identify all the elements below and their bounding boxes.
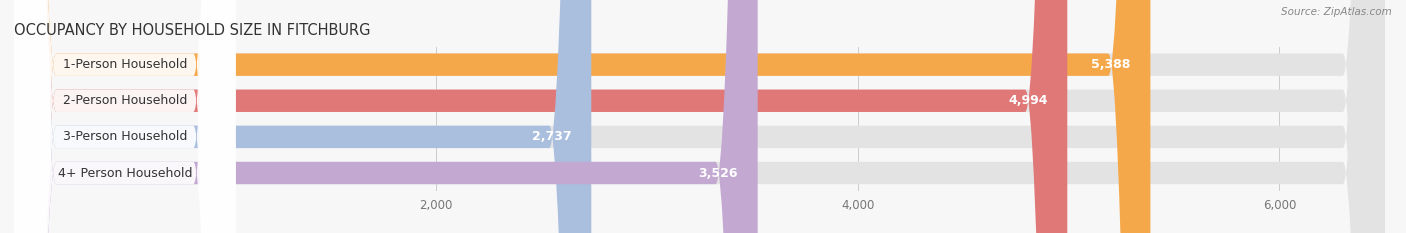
FancyBboxPatch shape [14, 0, 1385, 233]
Text: 3,526: 3,526 [699, 167, 738, 179]
Text: OCCUPANCY BY HOUSEHOLD SIZE IN FITCHBURG: OCCUPANCY BY HOUSEHOLD SIZE IN FITCHBURG [14, 24, 371, 38]
FancyBboxPatch shape [14, 0, 1385, 233]
Text: 3-Person Household: 3-Person Household [63, 130, 187, 143]
Text: 4,994: 4,994 [1008, 94, 1047, 107]
FancyBboxPatch shape [14, 0, 236, 233]
Text: Source: ZipAtlas.com: Source: ZipAtlas.com [1281, 7, 1392, 17]
FancyBboxPatch shape [14, 0, 236, 233]
FancyBboxPatch shape [14, 0, 1067, 233]
FancyBboxPatch shape [14, 0, 1150, 233]
FancyBboxPatch shape [14, 0, 1385, 233]
FancyBboxPatch shape [14, 0, 236, 233]
Text: 5,388: 5,388 [1091, 58, 1130, 71]
FancyBboxPatch shape [14, 0, 1385, 233]
Text: 2-Person Household: 2-Person Household [63, 94, 187, 107]
FancyBboxPatch shape [14, 0, 236, 233]
FancyBboxPatch shape [14, 0, 758, 233]
Text: 1-Person Household: 1-Person Household [63, 58, 187, 71]
Text: 4+ Person Household: 4+ Person Household [58, 167, 193, 179]
Text: 2,737: 2,737 [533, 130, 572, 143]
FancyBboxPatch shape [14, 0, 592, 233]
